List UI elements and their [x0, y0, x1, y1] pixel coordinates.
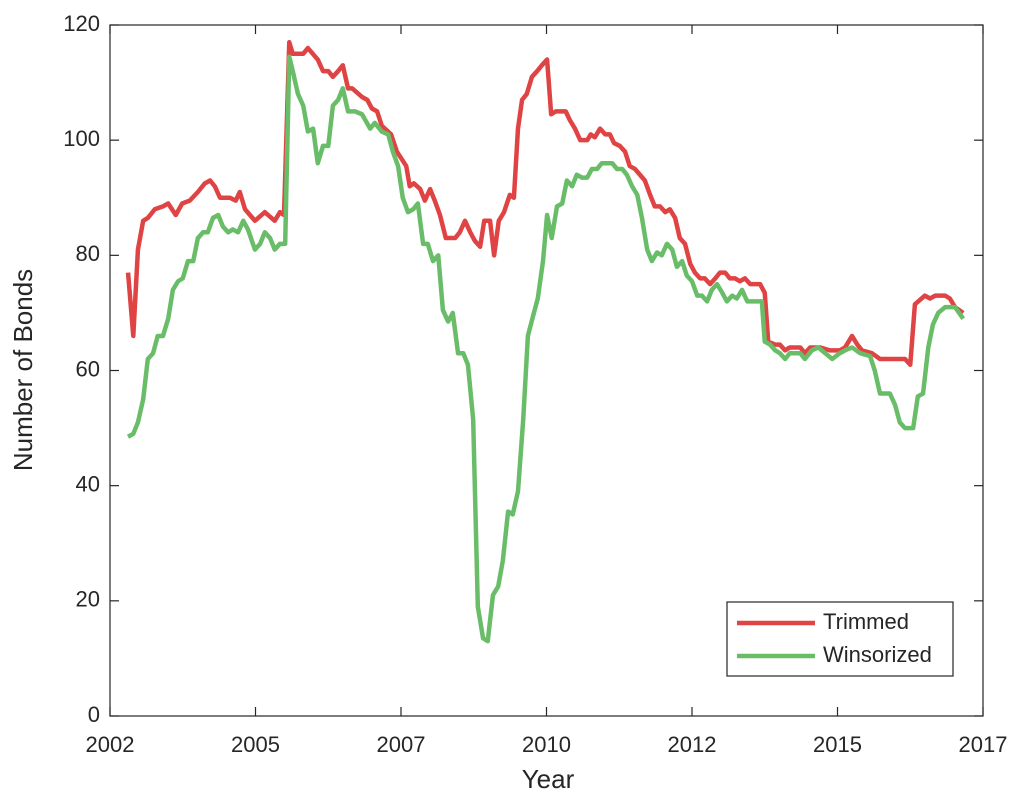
x-tick-label: 2012 — [668, 732, 717, 757]
legend-box — [726, 601, 954, 677]
legend-label: Winsorized — [823, 642, 932, 667]
y-tick-label: 0 — [88, 702, 100, 727]
x-tick-label: 2017 — [959, 732, 1008, 757]
x-tick-label: 2002 — [86, 732, 135, 757]
y-tick-label: 40 — [76, 471, 100, 496]
x-tick-label: 2007 — [377, 732, 426, 757]
legend: Trimmed Winsorized — [726, 601, 954, 677]
x-tick-label: 2005 — [231, 732, 280, 757]
y-tick-label: 20 — [76, 587, 100, 612]
y-tick-label: 120 — [63, 11, 100, 36]
y-axis-label: Number of Bonds — [8, 269, 38, 471]
y-tick-label: 80 — [76, 241, 100, 266]
data-line — [126, 54, 966, 644]
plot-frame — [109, 24, 984, 717]
data-line — [125, 40, 965, 367]
x-tick-label: 2010 — [522, 732, 571, 757]
legend-label: Trimmed — [823, 609, 909, 634]
y-tick-label: 60 — [76, 356, 100, 381]
x-tick-label: 2015 — [813, 732, 862, 757]
y-tick-label: 100 — [63, 126, 100, 151]
x-axis-label: Year — [522, 764, 575, 794]
